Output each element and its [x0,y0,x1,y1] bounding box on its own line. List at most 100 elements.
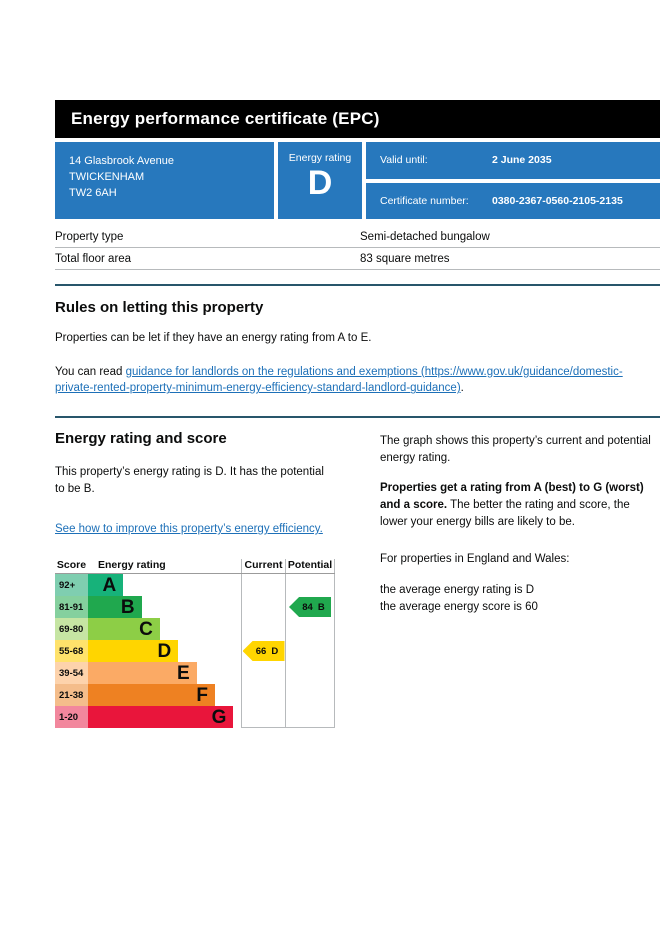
address-line-1: 14 Glasbrook Avenue [69,155,174,167]
potential-column-cell [285,662,335,685]
epc-chart: Score Energy rating Current Potential 92… [55,559,335,729]
current-rating-arrow: 66 D [242,641,285,662]
potential-column-cell [285,706,335,729]
band-bar-area: F [88,684,241,707]
band-bar-area: C [88,618,241,641]
potential-column-cell [285,618,335,641]
average-rating-line: the average energy rating is D [380,584,535,597]
band-bar-area: A [88,574,241,597]
current-column-cell [241,618,285,641]
band-letter: A [102,574,117,596]
band-bar-a: A [88,574,124,597]
rating-explainer-para: Properties get a rating from A (best) to… [380,480,660,530]
column-header-current: Current [241,559,285,574]
energy-rating-heading: Energy rating and score [55,430,227,448]
band-bar-f: F [88,684,215,707]
rating-summary-para: This property’s energy rating is D. It h… [55,466,324,495]
band-bar-area: E [88,662,241,685]
current-column-cell [241,596,285,619]
section-divider [55,284,660,286]
landlord-guidance-link[interactable]: guidance for landlords on the regulation… [55,365,623,395]
current-column-cell [241,662,285,685]
epc-band-row-g: 1-20 G [55,706,335,729]
rules-heading: Rules on letting this property [55,299,264,316]
column-header-score: Score [56,559,87,572]
band-bar-area: B [88,596,241,619]
property-facts-table: Property type Semi-detached bungalow Tot… [55,226,660,270]
certificate-summary-box: 14 Glasbrook Avenue TWICKENHAM TW2 6AH E… [55,142,660,219]
guidance-prefix: You can read [55,365,126,378]
rules-para: Properties can be let if they have an en… [55,332,372,344]
epc-band-row-d: 55-68 D 66 D [55,640,335,663]
section-divider [55,416,660,419]
potential-column-cell: 84 B [285,596,335,619]
fact-value: 83 square metres [360,252,450,265]
band-score-range: 39-54 [55,662,88,685]
band-bar-c: C [88,618,160,641]
energy-rating-left-column: Energy rating and score This property’s … [55,430,335,729]
band-score-range: 21-38 [55,684,88,707]
potential-rating-arrow: 84 B [289,597,331,618]
epc-band-row-a: 92+ A [55,574,335,597]
page-title: Energy performance certificate (EPC) [71,109,380,128]
band-bar-e: E [88,662,197,685]
energy-rating-section: Energy rating and score This property’s … [55,430,660,729]
band-score-range: 92+ [55,574,88,597]
band-bar-b: B [88,596,142,619]
band-bar-area: G [88,706,241,729]
improve-link-para: See how to improve this property’s energ… [55,521,335,538]
current-column-cell [241,684,285,707]
potential-column-cell [285,640,335,663]
fact-value: Semi-detached bungalow [360,230,490,243]
energy-rating-right-column: The graph shows this property’s current … [380,430,660,728]
potential-column-cell [285,574,335,597]
certificate-number-row: Certificate number: 0380-2367-0560-2105-… [366,182,660,219]
fact-label: Total floor area [55,252,132,265]
band-bar-area: D [88,640,241,663]
certificate-number-label: Certificate number: [380,194,469,207]
potential-column-cell [285,684,335,707]
band-score-range: 55-68 [55,640,88,663]
current-column-cell: 66 D [241,640,285,663]
guidance-para: You can read guidance for landlords on t… [55,364,660,397]
band-letter: B [120,596,135,618]
address-line-3: TW2 6AH [69,186,117,199]
improve-efficiency-link[interactable]: See how to improve this property’s energ… [55,523,323,536]
band-letter: C [139,618,153,640]
epc-band-row-e: 39-54 E [55,662,335,685]
band-bar-g: G [88,706,234,729]
certificate-meta: Valid until: 2 June 2035 Certificate num… [366,142,660,219]
current-column-cell [241,574,285,597]
averages-para: the average energy rating is D the avera… [380,582,660,615]
band-letter: D [157,640,172,662]
property-address: 14 Glasbrook Avenue TWICKENHAM TW2 6AH [55,142,274,219]
band-score-range: 81-91 [55,596,88,619]
energy-rating-value: D [307,164,333,202]
table-row: Property type Semi-detached bungalow [55,226,660,248]
guidance-suffix: . [460,382,464,395]
address-line-2: TWICKENHAM [69,170,145,183]
band-score-range: 69-80 [55,618,88,641]
epc-band-row-f: 21-38 F [55,684,335,707]
rating-explainer-rest: The better the rating and score, the low… [380,499,630,528]
band-bar-d: D [88,640,179,663]
epc-chart-header: Score Energy rating Current Potential [55,559,335,575]
certificate-number-value: 0380-2367-0560-2105-2135 [492,194,623,207]
rating-explainer-bold: Properties get a rating from A (best) to… [380,482,644,512]
valid-until-label: Valid until: [380,154,428,167]
table-row: Total floor area 83 square metres [55,248,660,270]
average-score-line: the average energy score is 60 [380,600,538,613]
energy-rating-label: Energy rating [288,152,352,164]
band-score-range: 1-20 [55,706,88,729]
epc-band-row-c: 69-80 C [55,618,335,641]
column-header-potential: Potential [285,559,335,574]
england-wales-para: For properties in England and Wales: [380,553,570,566]
current-column-cell [241,706,285,729]
column-header-energy-rating: Energy rating [98,559,166,572]
epc-rows: 92+ A 81-91 B 84 B 69-80 C 55-68 D 66 D 39-54 E 21-38 F… [55,574,335,729]
energy-rating-cell: Energy rating D [278,142,362,219]
valid-until-row: Valid until: 2 June 2035 [366,142,660,179]
graph-description-para: The graph shows this property’s current … [380,435,651,464]
epc-band-row-b: 81-91 B 84 B [55,596,335,619]
band-letter: E [176,662,190,684]
